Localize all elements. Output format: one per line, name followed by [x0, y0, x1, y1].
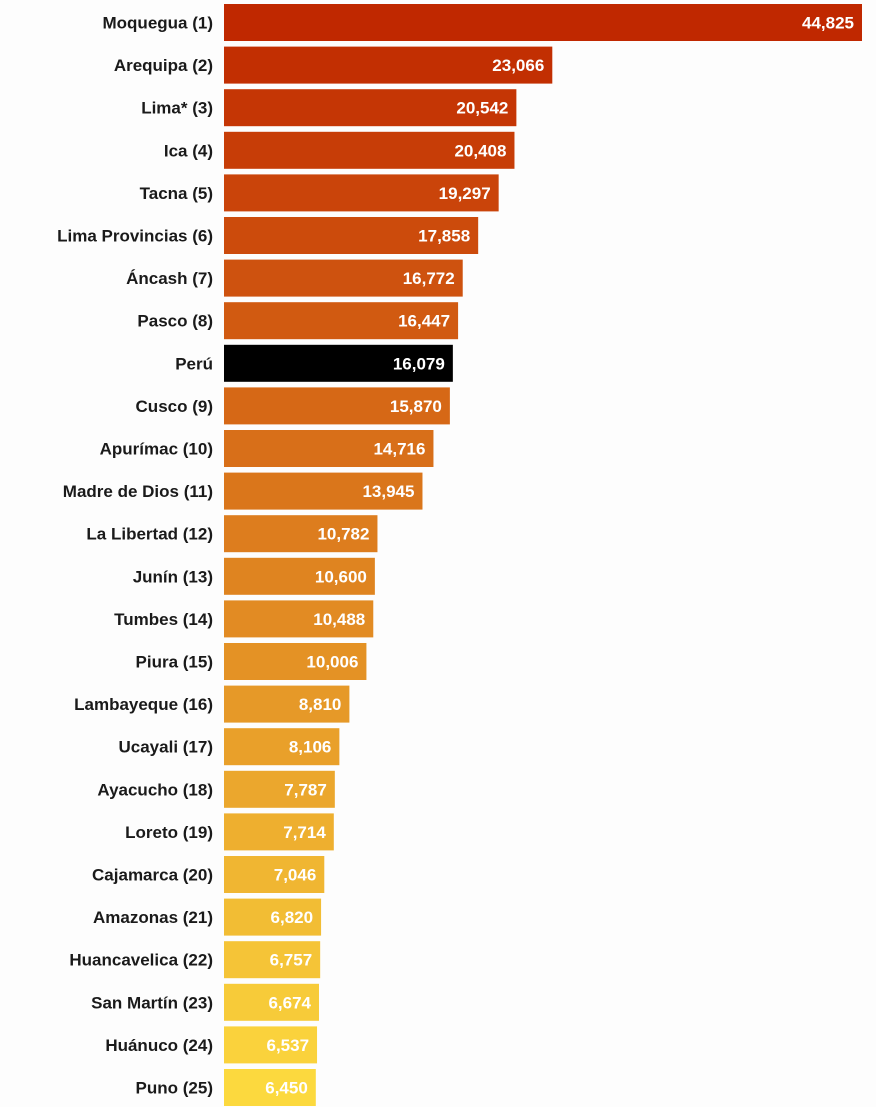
category-label: Moquegua (1): [103, 14, 214, 33]
value-label: 6,757: [270, 951, 313, 970]
bar: [224, 344, 453, 382]
value-label: 17,858: [418, 227, 470, 246]
bar: [224, 387, 450, 425]
value-label: 15,870: [390, 397, 442, 416]
bar: [224, 898, 322, 936]
bar: [224, 557, 375, 595]
category-label: Cajamarca (20): [92, 866, 213, 885]
bar: [224, 770, 335, 808]
category-label: Pasco (8): [137, 312, 213, 331]
value-label: 10,600: [315, 567, 367, 586]
value-label: 6,820: [271, 908, 314, 927]
bar: [224, 856, 325, 893]
category-label: Amazonas (21): [93, 908, 213, 927]
value-label: 14,716: [373, 440, 425, 459]
bar: [224, 1069, 316, 1106]
category-label: Lima Provincias (6): [57, 227, 213, 246]
bar: [224, 813, 334, 851]
value-label: 6,674: [268, 993, 311, 1012]
value-label: 7,046: [274, 866, 317, 885]
category-label: Lambayeque (16): [74, 695, 213, 714]
value-label: 10,006: [306, 653, 358, 672]
bar: [224, 983, 319, 1021]
value-label: 20,408: [454, 141, 506, 160]
bar: [224, 4, 862, 41]
category-label: Piura (15): [136, 653, 213, 672]
category-label: Loreto (19): [125, 823, 213, 842]
category-label: Áncash (7): [126, 269, 213, 288]
bar: [224, 430, 434, 467]
category-label: Cusco (9): [136, 397, 213, 416]
value-label: 7,714: [283, 823, 326, 842]
bar: [224, 1026, 318, 1064]
value-label: 23,066: [492, 56, 544, 75]
category-label: Lima* (3): [141, 99, 213, 118]
category-label: Huancavelica (22): [69, 951, 213, 970]
value-label: 8,106: [289, 738, 332, 757]
category-label: Madre de Dios (11): [63, 482, 213, 501]
bar: [224, 302, 459, 340]
value-label: 10,782: [317, 525, 369, 544]
bar: [224, 515, 378, 553]
value-label: 44,825: [802, 14, 854, 33]
bar: [224, 131, 515, 169]
bar: [224, 46, 553, 84]
category-label: Apurímac (10): [100, 440, 213, 459]
value-label: 6,537: [266, 1036, 309, 1055]
value-label: 6,450: [265, 1079, 308, 1098]
bar: [224, 472, 423, 510]
value-label: 13,945: [362, 482, 414, 501]
category-label: Huánuco (24): [105, 1036, 213, 1055]
category-label: Junín (13): [133, 567, 213, 586]
bar: [224, 728, 340, 766]
category-label: Puno (25): [136, 1079, 213, 1098]
bar: [224, 941, 321, 979]
category-label: Perú: [175, 354, 213, 373]
bar: [224, 685, 350, 723]
value-label: 16,447: [398, 312, 450, 331]
bar: [224, 643, 367, 680]
value-label: 19,297: [439, 184, 491, 203]
bar: [224, 600, 374, 638]
value-label: 7,787: [284, 780, 327, 799]
value-label: 8,810: [299, 695, 342, 714]
category-label: Tacna (5): [140, 184, 213, 203]
category-label: La Libertad (12): [86, 525, 213, 544]
value-label: 20,542: [456, 99, 508, 118]
bar: [224, 174, 499, 212]
category-label: Ayacucho (18): [97, 780, 213, 799]
category-label: San Martín (23): [91, 993, 213, 1012]
bar: [224, 259, 463, 297]
category-label: Tumbes (14): [114, 610, 213, 629]
value-label: 16,079: [393, 354, 445, 373]
value-label: 10,488: [313, 610, 365, 629]
category-label: Ica (4): [164, 141, 213, 160]
category-label: Arequipa (2): [114, 56, 213, 75]
bar: [224, 217, 479, 254]
bar: [224, 89, 517, 127]
value-label: 16,772: [403, 269, 455, 288]
category-label: Ucayali (17): [119, 738, 214, 757]
